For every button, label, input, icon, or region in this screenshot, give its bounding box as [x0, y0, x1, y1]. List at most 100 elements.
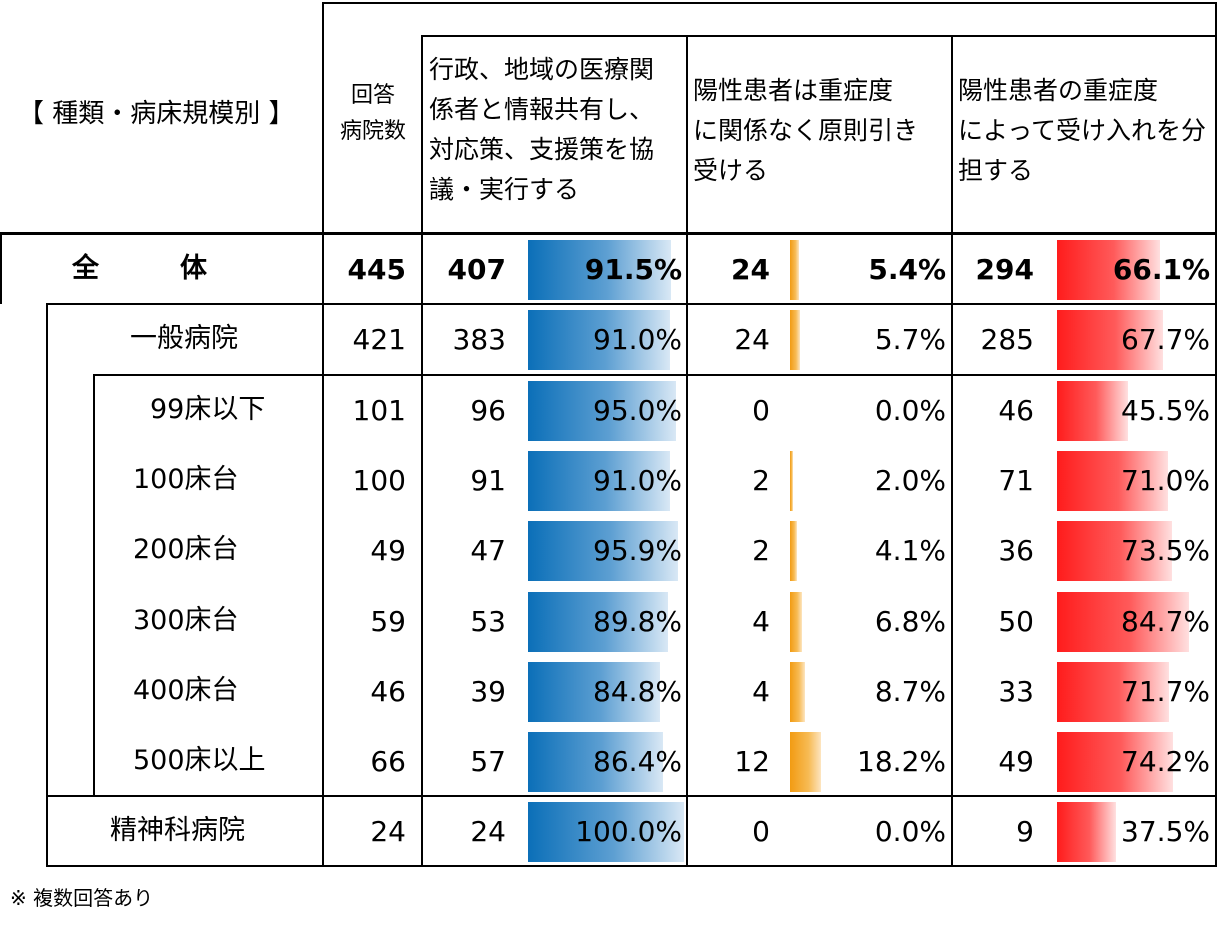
row-label: 100床台: [133, 464, 239, 495]
col3-bar: [1057, 732, 1173, 792]
col3-header: 陽性患者の重症度 によって受け入れを分 担する: [958, 71, 1206, 191]
col1-header-line: 行政、地域の医療関: [429, 55, 655, 84]
col1-percent: 95.9%: [593, 534, 682, 567]
col3-count: 71: [998, 464, 1034, 497]
col1-count: 407: [447, 253, 506, 286]
col3-percent: 67.7%: [1121, 323, 1210, 356]
grid-line: [0, 232, 2, 304]
respondents-count: 66: [370, 745, 406, 778]
col2-bar: [790, 592, 802, 652]
col2-percent: 0.0%: [874, 394, 946, 427]
col1-percent: 91.5%: [584, 253, 682, 286]
col2-percent: 0.0%: [874, 815, 946, 848]
col3-count: 36: [998, 534, 1034, 567]
grid-line: [422, 35, 1217, 37]
col2-percent: 5.7%: [874, 323, 946, 356]
col3-bar: [1057, 802, 1116, 862]
col1-header-line: 議・実行する: [429, 175, 580, 204]
col3-percent: 74.2%: [1121, 745, 1210, 778]
col1-header: 行政、地域の医療関 係者と情報共有し、 対応策、支援策を協 議・実行する: [429, 50, 654, 210]
col1-bar: [528, 521, 678, 581]
grid-line: [1215, 2, 1217, 867]
col1-bar: [528, 240, 671, 300]
respondents-header-line1: 回答: [350, 83, 395, 108]
row-label: 一般病院: [130, 323, 238, 354]
col2-percent: 2.0%: [874, 464, 946, 497]
grid-line: [93, 374, 95, 796]
col3-percent: 73.5%: [1121, 534, 1210, 567]
col1-percent: 84.8%: [593, 675, 682, 708]
col2-count: 4: [752, 675, 770, 708]
col3-count: 49: [998, 745, 1034, 778]
col3-percent: 84.7%: [1121, 605, 1210, 638]
col2-percent: 5.4%: [868, 253, 946, 286]
col1-bar: [528, 451, 670, 511]
grid-line: [46, 795, 1217, 797]
col3-bar: [1057, 592, 1190, 652]
col3-count: 9: [1016, 815, 1034, 848]
respondents-count: 445: [347, 253, 406, 286]
col2-header-line: 受ける: [693, 156, 769, 185]
row-label: 精神科病院: [110, 815, 245, 846]
col3-bar: [1057, 310, 1163, 370]
row-label: 500床以上: [133, 745, 266, 776]
col2-count: 24: [731, 253, 770, 286]
grid-line: [421, 35, 423, 867]
respondents-count: 46: [370, 675, 406, 708]
grid-line: [46, 865, 1217, 867]
row-label: 200床台: [133, 534, 239, 565]
col3-percent: 71.7%: [1121, 675, 1210, 708]
col2-count: 0: [752, 394, 770, 427]
col1-count: 53: [470, 605, 506, 638]
col1-percent: 100.0%: [575, 815, 682, 848]
col3-bar: [1057, 240, 1161, 300]
category-header: 【 種類・病床規模別 】: [18, 99, 295, 129]
col3-count: 294: [975, 253, 1034, 286]
col3-count: 46: [998, 394, 1034, 427]
row-label: 300床台: [133, 605, 239, 636]
col1-count: 57: [470, 745, 506, 778]
col1-header-line: 対応策、支援策を協: [429, 135, 655, 164]
col2-percent: 4.1%: [874, 534, 946, 567]
col2-bar: [790, 240, 800, 300]
grid-line: [322, 2, 324, 867]
row-label: 400床台: [133, 675, 239, 706]
respondents-count: 49: [370, 534, 406, 567]
col1-bar: [528, 310, 670, 370]
respondents-count: 421: [352, 323, 406, 356]
col2-bar: [790, 732, 821, 792]
col3-percent: 71.0%: [1121, 464, 1210, 497]
col3-header-line: 陽性患者の重症度: [958, 76, 1159, 105]
col1-bar: [528, 732, 663, 792]
col1-bar: [528, 662, 661, 722]
grid-line: [93, 374, 1217, 376]
col1-percent: 89.8%: [593, 605, 682, 638]
row-label: 全 体: [72, 253, 207, 284]
grid-line: [46, 303, 1217, 305]
col3-count: 285: [980, 323, 1034, 356]
respondents-header-line2: 病院数: [339, 119, 406, 144]
respondents-header: 回答 病院数: [326, 78, 420, 150]
col2-count: 24: [734, 323, 770, 356]
col3-bar: [1057, 521, 1172, 581]
col3-count: 33: [998, 675, 1034, 708]
col1-percent: 86.4%: [593, 745, 682, 778]
col1-percent: 91.0%: [593, 323, 682, 356]
col1-count: 96: [470, 394, 506, 427]
col3-percent: 66.1%: [1112, 253, 1210, 286]
col3-header-line: によって受け入れを分: [958, 116, 1207, 145]
col2-count: 12: [734, 745, 770, 778]
respondents-count: 100: [352, 464, 406, 497]
col1-count: 91: [470, 464, 506, 497]
col2-bar: [790, 662, 805, 722]
col2-count: 0: [752, 815, 770, 848]
col2-header-line: 陽性患者は重症度: [693, 76, 894, 105]
col2-bar: [790, 451, 794, 511]
grid-line: [686, 35, 688, 867]
col2-bar: [790, 310, 800, 370]
col2-percent: 6.8%: [874, 605, 946, 638]
col1-percent: 95.0%: [593, 394, 682, 427]
respondents-count: 59: [370, 605, 406, 638]
col3-bar: [1057, 381, 1128, 441]
grid-line: [322, 2, 1217, 4]
